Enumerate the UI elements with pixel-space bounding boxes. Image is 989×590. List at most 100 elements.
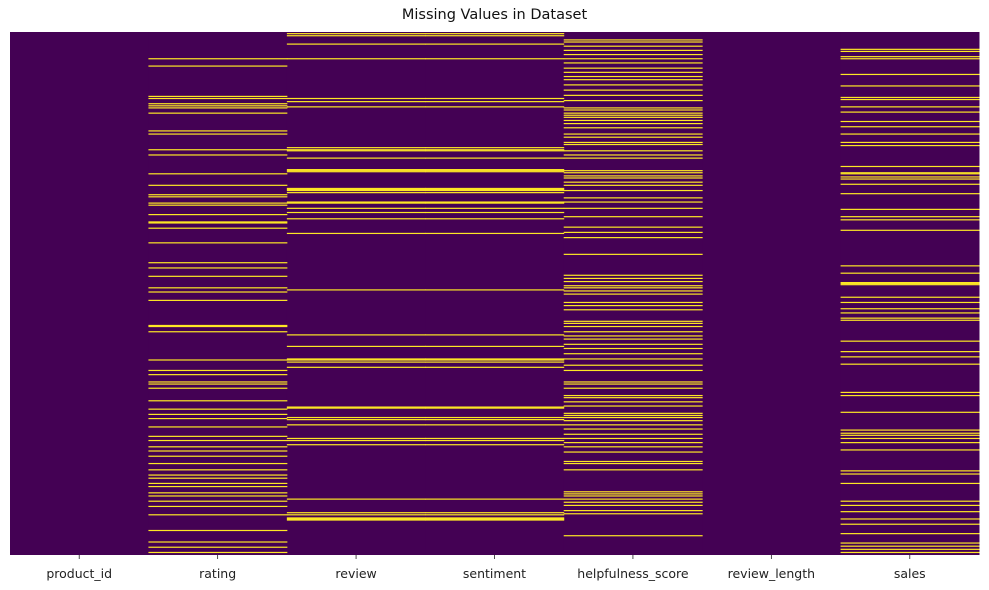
missing-cell-sales-179: [840, 219, 980, 221]
chart-title: Missing Values in Dataset: [401, 7, 588, 23]
missing-cell-sales-76: [840, 111, 980, 113]
missing-cell-review-358: [286, 406, 426, 408]
missing-cell-helpfulness_score-460: [563, 513, 703, 515]
missing-cell-review-151: [286, 189, 426, 192]
missing-cell-rating-440: [148, 492, 288, 494]
x-tick-label-review_length: review_length: [728, 566, 815, 581]
missing-cell-helpfulness_score-139: [563, 177, 703, 179]
missing-cell-helpfulness_score-242: [563, 285, 703, 287]
heatmap-column-sales: [840, 32, 980, 555]
missing-cell-sentiment-464: [425, 517, 565, 519]
missing-cell-helpfulness_score-72: [563, 107, 703, 109]
missing-cell-sales-497: [840, 551, 980, 554]
missing-cell-helpfulness_score-371: [563, 420, 703, 422]
missing-cell-rating-400: [148, 450, 288, 452]
missing-cell-sales-154: [840, 193, 980, 195]
missing-cell-helpfulness_score-353: [563, 401, 703, 403]
missing-cell-rating-63: [148, 97, 288, 100]
missing-cell-rating-323: [148, 369, 288, 372]
missing-cell-sales-189: [840, 229, 980, 231]
x-tick-label-rating: rating: [199, 566, 236, 581]
missing-cell-sales-97: [840, 133, 980, 135]
x-tick-label-review: review: [335, 566, 376, 581]
missing-cell-sales-138: [840, 176, 980, 178]
missing-cell-rating-377: [148, 426, 288, 428]
missing-cell-sentiment-289: [425, 334, 565, 336]
missing-cell-rating-68: [148, 103, 288, 105]
missing-cell-helpfulness_score-81: [563, 116, 703, 118]
missing-cell-review-172: [286, 211, 426, 214]
missing-cell-helpfulness_score-45: [563, 79, 703, 81]
missing-cell-rating-313: [148, 359, 288, 361]
missing-cell-review-312: [286, 358, 426, 360]
missing-cell-sales-85: [840, 120, 980, 123]
missing-cell-review-131: [286, 169, 426, 171]
missing-cell-sales-51: [840, 85, 980, 87]
missing-cell-rating-181: [148, 221, 288, 223]
missing-cell-helpfulness_score-439: [563, 491, 703, 493]
x-tick-label-sales: sales: [894, 566, 926, 581]
missing-cell-review-110: [286, 147, 426, 149]
missing-cell-sales-128: [840, 165, 980, 168]
missing-cell-sales-62: [840, 96, 980, 99]
missing-cell-rating-280: [148, 324, 288, 327]
missing-cell-sales-134: [840, 172, 980, 174]
missing-cell-sales-105: [840, 141, 980, 144]
missing-cell-sales-40: [840, 73, 980, 76]
missing-cell-sentiment-132: [425, 170, 565, 172]
missing-cell-sales-90: [840, 126, 980, 128]
missing-cell-helpfulness_score-79: [563, 114, 703, 116]
missing-cell-sales-23: [840, 56, 980, 58]
missing-cell-rating-423: [148, 474, 288, 476]
missing-cell-helpfulness_score-158: [563, 197, 703, 199]
missing-cell-sales-264: [840, 308, 980, 310]
missing-cell-rating-61: [148, 95, 288, 98]
missing-cell-helpfulness_score-87: [563, 123, 703, 125]
missing-cell-sentiment-149: [425, 187, 565, 190]
missing-cell-rating-418: [148, 469, 288, 471]
x-tick-label-sentiment: sentiment: [463, 566, 526, 581]
missing-cell-sales-448: [840, 500, 980, 502]
missing-cell-rating-352: [148, 400, 288, 402]
missing-cell-helpfulness_score-366: [563, 414, 703, 417]
missing-cell-helpfulness_score-120: [563, 157, 703, 159]
heatmap-column-product_id: [10, 32, 149, 555]
missing-cell-sales-108: [840, 144, 980, 147]
missing-cell-review-313: [286, 359, 426, 361]
missing-cell-rating-117: [148, 154, 288, 156]
missing-cell-rating-334: [148, 381, 288, 383]
missing-cell-sentiment-461: [425, 514, 565, 516]
heatmap-column-review: [286, 32, 426, 555]
missing-cell-helpfulness_score-401: [563, 451, 703, 453]
missing-cell-rating-97: [148, 133, 288, 135]
missing-cell-sales-268: [840, 312, 980, 314]
missing-cell-helpfulness_score-302: [563, 347, 703, 350]
missing-cell-rating-327: [148, 374, 288, 376]
missing-cell-helpfulness_score-132: [563, 170, 703, 172]
missing-cell-sentiment-163: [425, 202, 565, 204]
missing-cell-rating-94: [148, 130, 288, 132]
missing-cell-rating-476: [148, 529, 288, 532]
missing-cell-helpfulness_score-107: [563, 143, 703, 146]
missing-cell-rating-369: [148, 417, 288, 420]
missing-cell-helpfulness_score-347: [563, 394, 703, 397]
missing-cell-rating-286: [148, 331, 288, 333]
missing-cell-helpfulness_score-100: [563, 136, 703, 138]
missing-cell-sales-18: [840, 50, 980, 53]
missing-cell-sentiment-133: [425, 171, 565, 173]
missing-cell-rating-163: [148, 202, 288, 204]
missing-cell-sales-347: [840, 394, 980, 397]
missing-cell-helpfulness_score-91: [563, 127, 703, 129]
missing-cell-review-25: [286, 58, 426, 60]
missing-cell-rating-360: [148, 408, 288, 410]
missing-cell-helpfulness_score-392: [563, 442, 703, 444]
x-tick-label-product_id: product_id: [46, 566, 112, 581]
missing-cell-helpfulness_score-247: [563, 290, 703, 292]
missing-cell-helpfulness_score-134: [563, 172, 703, 174]
missing-cell-sales-458: [840, 511, 980, 513]
missing-cell-helpfulness_score-137: [563, 175, 703, 177]
missing-cell-sales-383: [840, 432, 980, 434]
missing-cell-helpfulness_score-357: [563, 405, 703, 407]
missing-cell-rating-135: [148, 173, 288, 175]
missing-cell-sentiment-131: [425, 169, 565, 171]
